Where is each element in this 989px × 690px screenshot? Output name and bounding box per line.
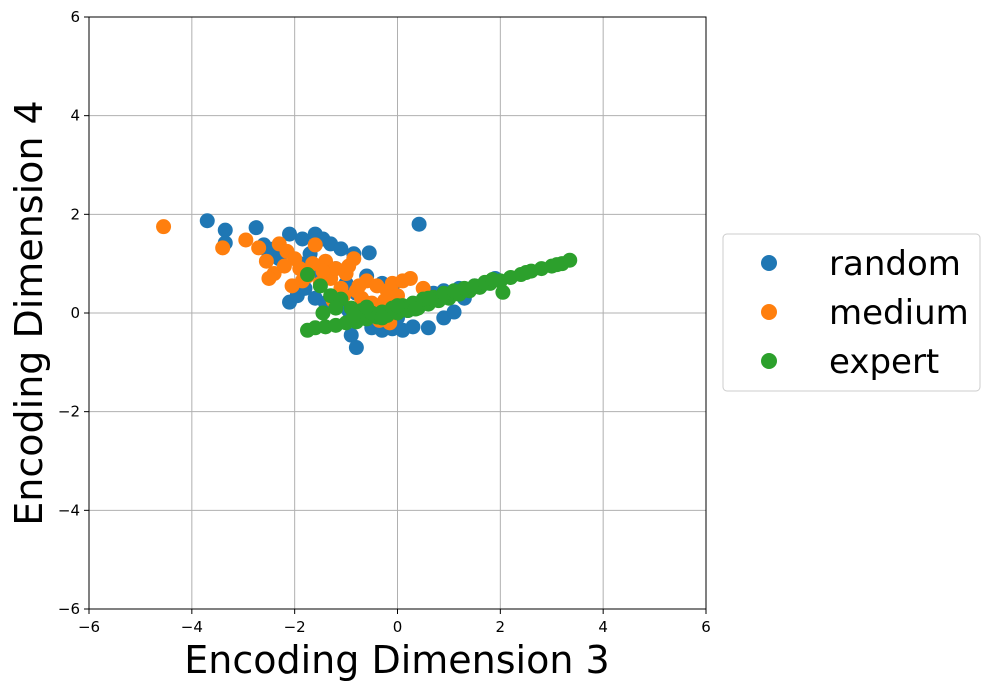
point-expert	[390, 298, 405, 314]
point-medium	[261, 270, 277, 286]
x-tick-label: −4	[181, 618, 203, 636]
y-tick-label: 0	[70, 304, 80, 322]
x-tick-label: 0	[393, 618, 403, 636]
x-axis-ticks: −6 −4 −2 0 2 4 6	[78, 609, 711, 636]
point-medium	[351, 278, 367, 294]
point-random	[248, 220, 264, 236]
y-tick-label: −6	[58, 600, 80, 618]
point-random	[420, 320, 436, 336]
point-medium	[258, 253, 274, 269]
y-axis-label: Encoding Dimension 4	[7, 100, 51, 525]
point-random	[333, 241, 349, 257]
point-medium	[341, 258, 357, 274]
point-expert	[315, 305, 331, 321]
point-medium	[238, 232, 254, 248]
point-medium	[251, 240, 267, 256]
y-tick-label: −4	[58, 501, 80, 519]
point-medium	[402, 270, 418, 286]
point-random	[348, 340, 364, 356]
point-random	[343, 327, 359, 343]
y-axis-ticks: −6 −4 −2 0 2 4 6	[58, 8, 89, 618]
x-axis-label: Encoding Dimension 3	[184, 638, 609, 682]
point-random	[405, 319, 421, 335]
point-medium	[156, 219, 172, 235]
point-expert	[495, 284, 511, 300]
y-tick-label: 6	[70, 8, 80, 26]
point-medium	[284, 278, 300, 294]
series-layer	[156, 213, 578, 356]
point-expert	[359, 299, 375, 315]
point-expert	[518, 265, 534, 281]
y-tick-label: 2	[70, 205, 80, 223]
point-medium	[215, 240, 231, 256]
x-tick-label: 6	[701, 618, 711, 636]
point-expert	[549, 257, 565, 273]
point-expert	[312, 278, 328, 294]
point-expert	[407, 301, 423, 317]
x-tick-label: −6	[78, 618, 100, 636]
point-random	[294, 231, 310, 247]
point-expert	[420, 290, 436, 306]
x-tick-label: −2	[284, 618, 306, 636]
legend-marker-medium	[761, 304, 777, 320]
y-tick-label: −2	[58, 403, 80, 421]
point-expert	[485, 271, 501, 287]
legend-box	[722, 233, 981, 392]
point-random	[361, 245, 377, 261]
point-random	[199, 213, 215, 229]
point-expert	[300, 267, 316, 283]
point-expert	[346, 307, 362, 323]
y-tick-label: 4	[70, 107, 80, 125]
point-random	[411, 216, 427, 232]
legend-label-medium: medium	[829, 293, 969, 333]
legend-marker-expert	[761, 353, 777, 369]
point-random	[217, 222, 233, 238]
point-random	[282, 226, 298, 242]
legend: random medium expert	[722, 233, 981, 392]
legend-label-random: random	[829, 244, 961, 284]
point-expert	[374, 310, 390, 326]
point-expert	[328, 300, 344, 316]
x-tick-label: 2	[496, 618, 506, 636]
series-expert	[300, 252, 578, 338]
point-random	[446, 304, 462, 320]
x-tick-label: 4	[598, 618, 608, 636]
point-medium	[276, 258, 292, 274]
legend-label-expert: expert	[829, 342, 939, 382]
point-medium	[307, 237, 323, 253]
legend-marker-random	[761, 255, 777, 271]
point-expert	[562, 252, 578, 268]
